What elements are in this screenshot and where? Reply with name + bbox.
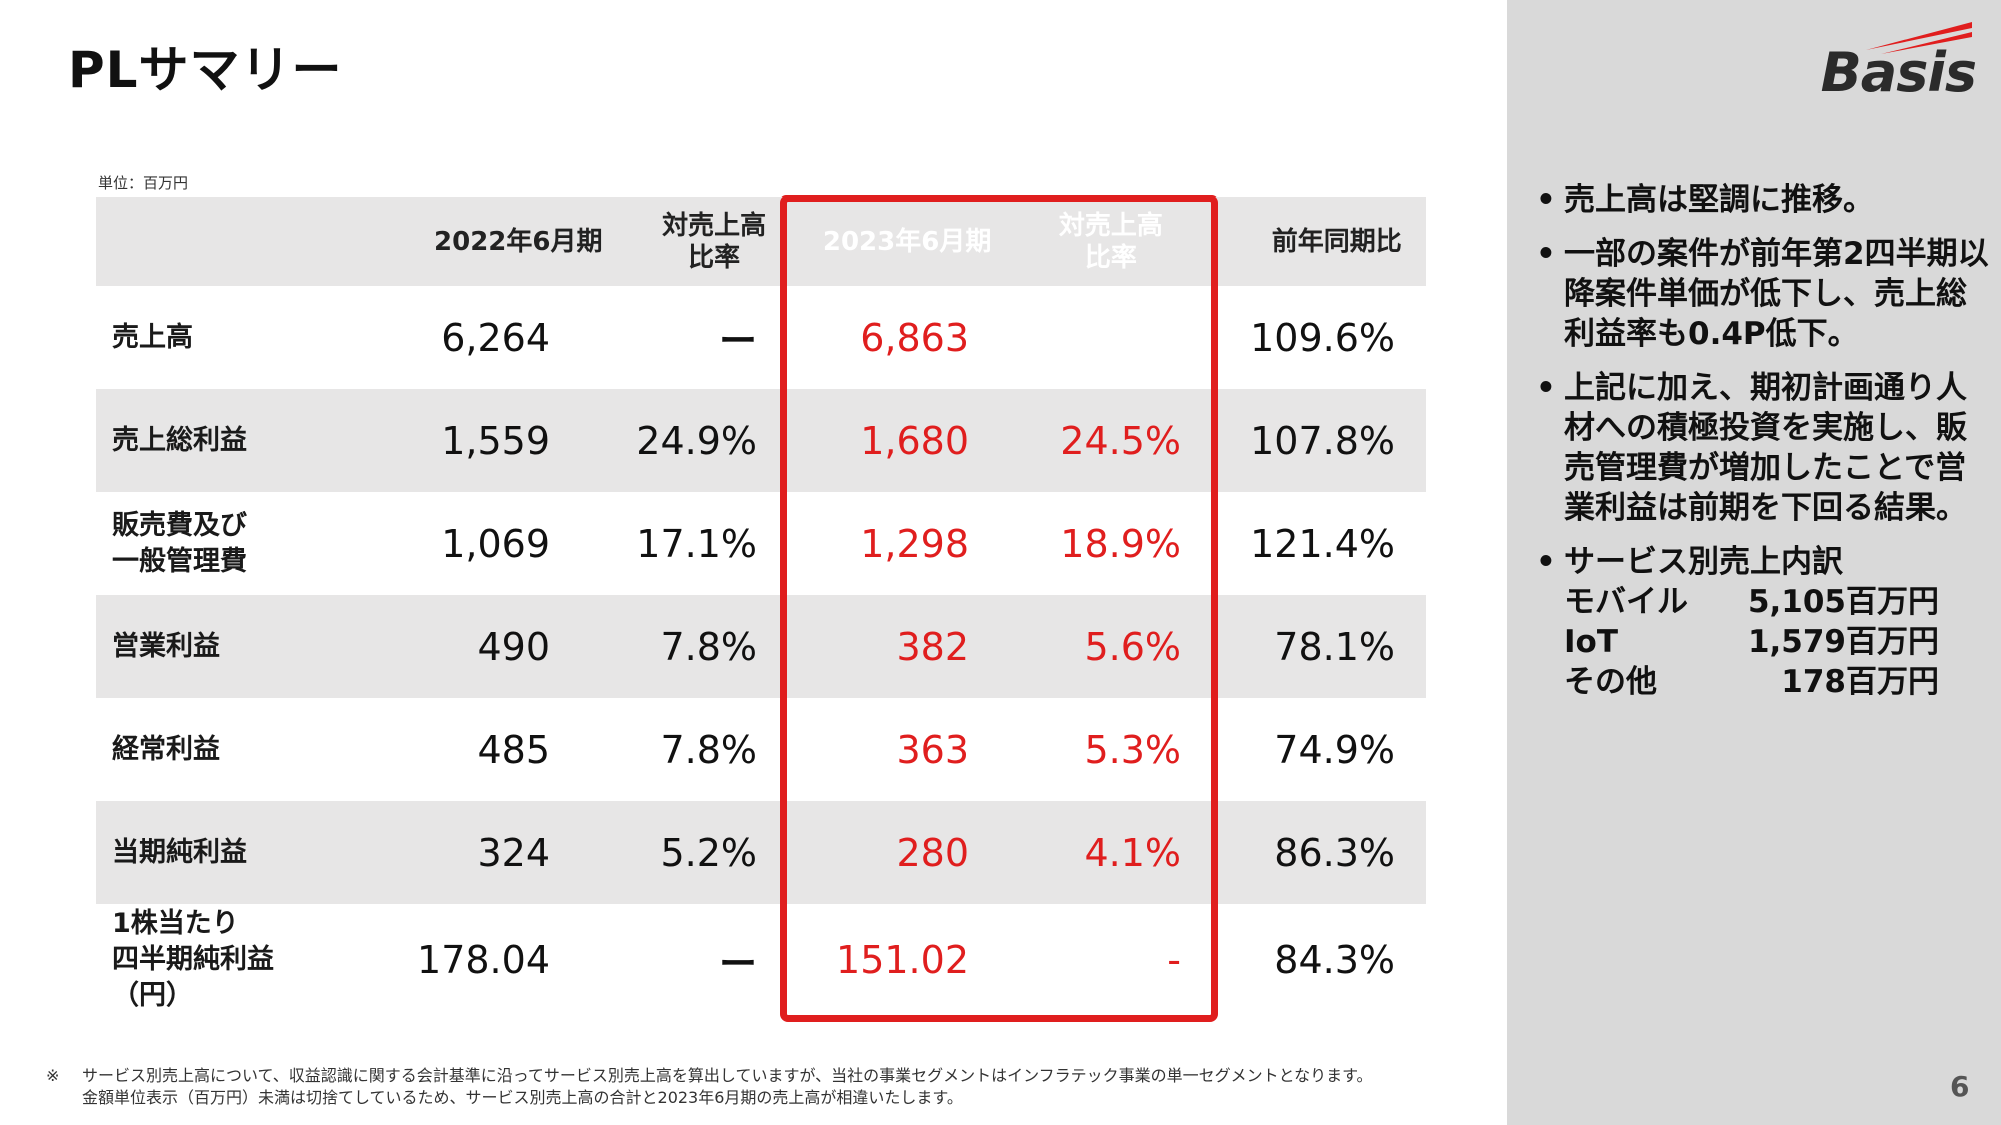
row-label-text: 販売費及び 一般管理費 — [112, 509, 247, 577]
basis-logo: Basis — [1821, 20, 1977, 100]
row-label-text: 1株当たり 四半期純利益（円） — [112, 908, 274, 1011]
service-row: その他 178百万円 — [1564, 662, 1991, 702]
service-row: モバイル 5,105百万円 — [1564, 582, 1991, 622]
logo-wordmark: Basis — [1820, 41, 1977, 104]
fy2022-ratio: 24.9% — [636, 418, 757, 463]
fy2022-ratio: ー — [718, 941, 757, 986]
service-value: 178百万円 — [1781, 664, 1939, 700]
service-name: IoT — [1564, 624, 1618, 660]
fy2023-highlight-frame — [780, 195, 1218, 1022]
fy2023-ratio: - — [1167, 938, 1181, 982]
fy2023-ratio: 4.1% — [1084, 830, 1181, 875]
footnote-line: サービス別売上高について、収益認識に関する会計基準に沿ってサービス別売上高を算出… — [82, 1066, 1373, 1085]
fy2022-ratio: 5.2% — [660, 830, 757, 875]
fy2022-ratio: ー — [718, 319, 757, 363]
table-row: 営業利益 490 7.8% 382 5.6% 78.1% — [96, 595, 1426, 698]
logo-swoosh-icon — [1866, 22, 1972, 54]
row-label: 1株当たり 四半期純利益（円） — [96, 906, 326, 1014]
service-row: IoT 1,579百万円 — [1564, 622, 1991, 662]
table-row: 経常利益 485 7.8% 363 5.3% 74.9% — [96, 698, 1426, 801]
fy2022-value: 1,559 — [441, 418, 550, 463]
pl-summary-table: 2022年6月期 対売上高 比率 2023年6月期 対売上高 比率 前年同期比 … — [96, 197, 1426, 1016]
row-label: 経常利益 — [112, 733, 220, 765]
fy2023-value: 151.02 — [836, 938, 969, 982]
fy2022-ratio: 7.8% — [660, 624, 757, 669]
fy2023-ratio: 5.6% — [1084, 624, 1181, 669]
header-ratio-text: 対売上高 比率 — [1058, 210, 1163, 273]
yoy-value: 74.9% — [1274, 727, 1395, 772]
fy2022-value: 485 — [477, 727, 550, 772]
unit-label: 単位：百万円 — [98, 174, 189, 192]
footnote-line: 金額単位表示（百万円）未満は切捨てしているため、サービス別売上高の合計と2023… — [82, 1088, 963, 1107]
header-fy2023: 2023年6月期 — [822, 226, 992, 257]
fy2023-ratio: 18.9% — [1060, 521, 1181, 566]
fy2023-value: 1,680 — [860, 418, 969, 463]
table-row: 販売費及び 一般管理費 1,069 17.1% 1,298 18.9% 121.… — [96, 492, 1426, 595]
row-label: 当期純利益 — [112, 836, 247, 868]
service-value: 1,579百万円 — [1747, 624, 1939, 660]
fy2022-ratio: 7.8% — [660, 727, 757, 772]
yoy-value: 107.8% — [1250, 418, 1395, 463]
table-row: 売上総利益 1,559 24.9% 1,680 24.5% 107.8% — [96, 389, 1426, 492]
fy2022-value: 6,264 — [441, 315, 550, 360]
yoy-value: 86.3% — [1274, 830, 1395, 875]
fy2023-value: 382 — [896, 624, 969, 669]
page-number: 6 — [1950, 1070, 1970, 1103]
fy2023-ratio: 5.3% — [1084, 727, 1181, 772]
bullet-item: 一部の案件が前年第2四半期以降案件単価が低下し、売上総利益率も0.4P低下。 — [1536, 234, 1991, 354]
fy2022-value: 1,069 — [441, 521, 550, 566]
bullet-item-services: サービス別売上内訳 モバイル 5,105百万円 IoT 1,579百万円 その他… — [1536, 542, 1991, 702]
summary-bullets: 売上高は堅調に推移。 一部の案件が前年第2四半期以降案件単価が低下し、売上総利益… — [1536, 180, 1991, 716]
yoy-value: 121.4% — [1250, 521, 1395, 566]
table-row: 当期純利益 324 5.2% 280 4.1% 86.3% — [96, 801, 1426, 904]
fy2022-value: 490 — [477, 624, 550, 669]
footnote-lines: サービス別売上高について、収益認識に関する会計基準に沿ってサービス別売上高を算出… — [46, 1065, 1373, 1109]
services-heading: サービス別売上内訳 — [1564, 544, 1843, 580]
fy2023-value: 280 — [896, 830, 969, 875]
fy2023-value: 363 — [896, 727, 969, 772]
header-fy2022: 2022年6月期 — [434, 226, 603, 257]
service-name: その他 — [1564, 664, 1657, 700]
page-title: PLサマリー — [68, 41, 343, 99]
service-name: モバイル — [1564, 584, 1688, 620]
fy2023-value: 6,863 — [860, 315, 969, 360]
table-row: 売上高 6,264 ー 6,863 109.6% — [96, 286, 1426, 389]
yoy-value: 109.6% — [1250, 315, 1395, 360]
row-label: 営業利益 — [112, 630, 220, 662]
yoy-value: 78.1% — [1274, 624, 1395, 669]
footnote: ※ サービス別売上高について、収益認識に関する会計基準に沿ってサービス別売上高を… — [46, 1065, 1373, 1109]
service-value: 5,105百万円 — [1747, 584, 1939, 620]
header-fy2022-ratio: 対売上高 比率 — [632, 210, 796, 274]
row-label: 販売費及び 一般管理費 — [96, 508, 326, 580]
bullet-item: 上記に加え、期初計画通り人材への積極投資を実施し、販売管理費が増加したことで営業… — [1536, 368, 1991, 528]
fy2022-value: 324 — [477, 830, 550, 875]
row-label: 売上高 — [112, 321, 193, 353]
header-yoy: 前年同期比 — [1271, 226, 1402, 257]
row-label: 売上総利益 — [112, 424, 247, 456]
header-fy2023-ratio: 対売上高 比率 — [1004, 210, 1217, 274]
header-ratio-text: 対売上高 比率 — [662, 210, 767, 273]
fy2023-ratio: 24.5% — [1060, 418, 1181, 463]
table-header-row: 2022年6月期 対売上高 比率 2023年6月期 対売上高 比率 前年同期比 — [96, 197, 1426, 286]
bullet-item: 売上高は堅調に推移。 — [1536, 180, 1991, 220]
yoy-value: 84.3% — [1274, 938, 1395, 982]
fy2022-ratio: 17.1% — [636, 521, 757, 566]
footnote-mark: ※ — [46, 1066, 60, 1085]
table-row: 1株当たり 四半期純利益（円） 178.04 ー 151.02 - 84.3% — [96, 904, 1426, 1016]
fy2022-value: 178.04 — [417, 938, 550, 982]
fy2023-value: 1,298 — [860, 521, 969, 566]
